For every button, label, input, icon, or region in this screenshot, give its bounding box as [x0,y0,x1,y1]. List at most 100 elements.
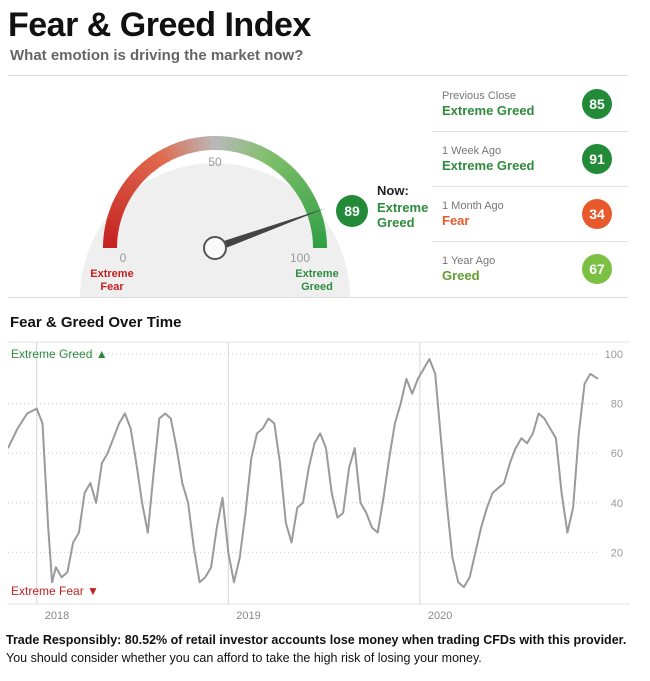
history-label: 1 Year Ago [442,255,496,267]
now-rating-line2: Greed [377,215,415,230]
gauge-arc-segment [118,186,133,200]
disclaimer-lead: Trade Responsibly: [6,633,125,647]
gauge-arc-segment [110,202,126,213]
gauge-arc-segment [280,164,295,179]
gauge-arc-segment [104,224,120,233]
gauge-arc-segment [308,213,324,223]
chart-y-tick-label: 80 [611,399,623,411]
gauge-arc-segment [127,172,143,187]
chart-series-line [7,358,599,589]
chart-y-tick-label: 60 [611,448,623,460]
page-subtitle: What emotion is driving the market now? [10,47,304,64]
gauge-arc-segment [240,139,250,155]
history-label: 1 Month Ago [442,200,504,212]
gauge-svg: 0 50 100 Extreme Fear Extreme Greed [80,136,350,298]
gauge-arc-segment [197,136,206,152]
gauge-arc-segment [112,196,128,209]
gauge-arc-segment [291,177,306,191]
history-item: 1 Week Ago Extreme Greed 91 [432,131,628,186]
gauge-arc-segment [186,138,195,154]
gauge-arc-segment [115,191,131,204]
fear-greed-over-time-chart: 20 40 60 80 100 2018 2019 2020 Extreme Greed ▲… [7,340,630,626]
gauge-arc-segment [103,230,119,238]
chart-y-tick-label: 100 [605,349,623,361]
gauge-hub [203,236,227,260]
history-label: Previous Close [442,90,516,102]
gauge-background [80,163,350,298]
gauge-arc-segment [235,138,245,154]
gauge-arc-segment [174,141,186,157]
history-value-badge: 91 [582,144,612,174]
gauge-arc-segment [164,145,176,161]
gauge-arc-segment [225,136,233,152]
gauge-arc-segment [149,153,162,169]
gauge-arc-segment [284,168,299,183]
disclaimer-bold: 80.52% of retail investor accounts lose … [124,633,627,647]
chart-y-tick-label: 40 [611,498,623,510]
divider [8,75,628,76]
history-rating: Extreme Greed [442,103,535,118]
gauge-greed-label-line2: Greed [301,281,333,293]
gauge-arc-segment [140,160,154,176]
gauge-arc-segment [309,219,325,228]
current-value-badge: 89 [336,195,368,227]
now-rating-line1: Extreme [377,200,429,215]
gauge-arc-segment [135,164,150,179]
gauge-arc-segment [108,207,124,218]
gauge-max-label: 100 [290,251,310,265]
history-value-badge: 85 [582,89,612,119]
chart-bottom-label: Extreme Fear ▼ [11,584,99,598]
gauge-greed-label-line1: Extreme [295,268,338,280]
gauge-arc-segment [191,137,200,153]
now-rating: Extreme Greed [377,200,437,230]
history-item: Previous Close Extreme Greed 85 [432,76,628,131]
history-value-badge: 34 [582,199,612,229]
gauge-arc-segment [159,148,171,164]
gauge-arc-segment [297,186,313,200]
gauge-arc-segment [268,154,282,169]
gauge-fear-label-line1: Extreme [90,268,133,280]
chart-y-tick-label: 20 [611,547,623,559]
gauge-arc-segment [105,218,121,228]
divider [8,297,628,298]
gauge-arc-segment [287,173,303,187]
history-rating: Extreme Greed [442,158,535,173]
chart-x-tick-label: 2018 [45,610,69,622]
now-label: Now: [377,183,409,198]
gauge-arc-segment [272,157,286,173]
page-title: Fear & Greed Index [8,6,311,44]
history-label: 1 Week Ago [442,145,502,157]
gauge-arc-segment [180,139,190,155]
gauge-arc-segment [124,177,140,191]
fear-greed-gauge: 0 50 100 Extreme Fear Extreme Greed [0,76,430,298]
gauge-arc-segment [311,230,327,239]
gauge-arc-segment [302,197,318,209]
gauge-arc-segment [294,182,310,195]
gauge-arc-segment [276,160,291,176]
chart-title: Fear & Greed Over Time [10,314,182,331]
chart-x-tick-label: 2020 [428,610,452,622]
divider [432,131,628,132]
divider [432,186,628,187]
history-item: 1 Month Ago Fear 34 [432,186,628,241]
gauge-arc-segment [230,137,239,153]
gauge-arc-segment [254,145,267,161]
gauge-fear-label-line2: Fear [100,281,124,293]
risk-disclaimer: Trade Responsibly: 80.52% of retail inve… [6,631,636,667]
gauge-arc-segment [304,202,320,214]
history-rating: Greed [442,268,480,283]
gauge-arc-segment [121,181,136,195]
gauge-arc-segment [245,141,256,157]
disclaimer-rest: You should consider whether you can affo… [6,651,482,665]
gauge-arc [103,136,327,249]
chart-top-label: Extreme Greed ▲ [11,347,108,361]
gauge-min-label: 0 [120,251,127,265]
gauge-arc-segment [263,151,277,166]
gauge-mid-label: 50 [208,155,222,169]
chart-svg: 20 40 60 80 100 2018 2019 2020 Extreme Greed ▲… [7,341,630,622]
chart-x-tick-label: 2019 [236,610,260,622]
history-rating: Fear [442,213,470,228]
history-item: 1 Year Ago Greed 67 [432,241,628,296]
gauge-arc-segment [250,143,261,159]
gauge-arc-segment [154,150,167,166]
